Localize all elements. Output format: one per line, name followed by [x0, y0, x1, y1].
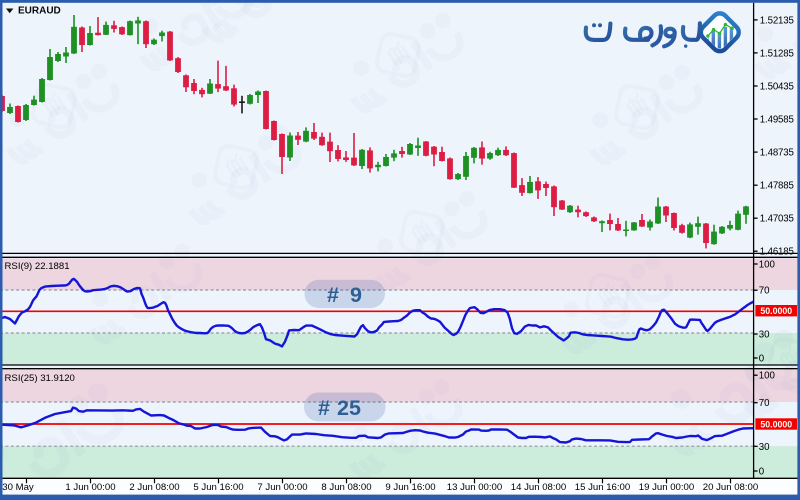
- svg-text:20 Jun 08:00: 20 Jun 08:00: [703, 482, 758, 493]
- svg-text:70: 70: [759, 286, 770, 297]
- svg-text:RSI(9) 22.1881: RSI(9) 22.1881: [5, 261, 70, 272]
- svg-text:#: #: [327, 283, 339, 307]
- svg-text:1.49585: 1.49585: [760, 115, 794, 126]
- svg-text:50.0000: 50.0000: [760, 306, 792, 316]
- svg-text:#: #: [318, 396, 330, 420]
- svg-text:1.50435: 1.50435: [760, 82, 794, 93]
- svg-text:15 Jun 16:00: 15 Jun 16:00: [575, 482, 630, 493]
- svg-text:13 Jun 00:00: 13 Jun 00:00: [447, 482, 502, 493]
- svg-text:100: 100: [759, 260, 776, 271]
- svg-text:9: 9: [350, 283, 362, 307]
- svg-text:1.48735: 1.48735: [760, 148, 794, 159]
- svg-text:1.51285: 1.51285: [760, 48, 794, 59]
- svg-text:14 Jun 08:00: 14 Jun 08:00: [511, 482, 566, 493]
- svg-text:8 Jun 08:00: 8 Jun 08:00: [321, 482, 371, 493]
- svg-text:30 May: 30 May: [2, 482, 34, 493]
- svg-text:1.52135: 1.52135: [760, 15, 794, 26]
- svg-text:5 Jun 16:00: 5 Jun 16:00: [193, 482, 243, 493]
- svg-text:1 Jun 00:00: 1 Jun 00:00: [65, 482, 115, 493]
- svg-text:1.47035: 1.47035: [760, 214, 794, 225]
- svg-text:0: 0: [759, 354, 765, 365]
- svg-text:30: 30: [759, 330, 770, 341]
- svg-text:30: 30: [759, 442, 770, 453]
- svg-text:70: 70: [759, 398, 770, 409]
- svg-text:50.0000: 50.0000: [760, 419, 792, 429]
- svg-text:2 Jun 08:00: 2 Jun 08:00: [129, 482, 179, 493]
- svg-text:9 Jun 16:00: 9 Jun 16:00: [385, 482, 435, 493]
- svg-text:EURAUD: EURAUD: [18, 6, 61, 17]
- svg-text:7 Jun 00:00: 7 Jun 00:00: [257, 482, 307, 493]
- svg-text:RSI(25) 31.9120: RSI(25) 31.9120: [5, 373, 75, 384]
- svg-text:100: 100: [759, 371, 776, 382]
- svg-text:0: 0: [759, 467, 765, 478]
- svg-text:25: 25: [337, 396, 361, 420]
- svg-text:1.46185: 1.46185: [760, 247, 794, 258]
- svg-text:1.47885: 1.47885: [760, 181, 794, 192]
- svg-text:19 Jun 00:00: 19 Jun 00:00: [639, 482, 694, 493]
